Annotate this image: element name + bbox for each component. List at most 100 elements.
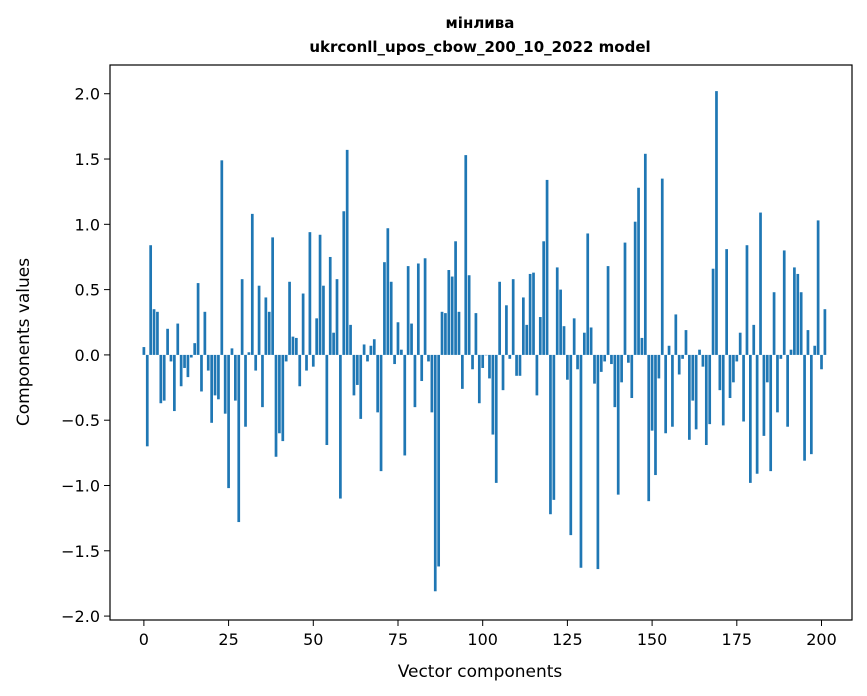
y-tick-label: −1.0	[61, 476, 100, 495]
bar-114	[528, 273, 532, 355]
bar-33	[254, 354, 258, 371]
bar-87	[437, 354, 441, 567]
bar-22	[217, 354, 220, 400]
bar-3	[152, 309, 156, 355]
bar-103	[491, 354, 495, 435]
bar-71	[383, 262, 386, 355]
bar-126	[569, 354, 573, 536]
bar-97	[471, 354, 474, 370]
bar-84	[427, 354, 430, 362]
bar-60	[345, 149, 349, 355]
bar-156	[671, 354, 674, 427]
bar-61	[349, 324, 352, 355]
bar-108	[508, 354, 512, 359]
bar-173	[728, 354, 732, 398]
bar-162	[691, 354, 695, 401]
bar-17	[200, 354, 203, 392]
bar-176	[738, 332, 742, 355]
bar-100	[481, 354, 485, 368]
bar-18	[203, 311, 207, 355]
bar-184	[765, 354, 769, 383]
bar-90	[447, 270, 451, 355]
bar-96	[467, 275, 471, 355]
bar-187	[776, 354, 779, 413]
bar-133	[593, 354, 596, 384]
bar-171	[721, 354, 725, 426]
bar-172	[725, 249, 728, 355]
x-tick-label: 175	[722, 630, 753, 649]
bar-136	[603, 354, 607, 362]
bar-65	[362, 344, 366, 355]
bar-157	[674, 314, 678, 355]
bar-118	[542, 241, 546, 355]
bar-0	[142, 347, 146, 355]
bar-169	[715, 91, 718, 355]
bar-70	[379, 354, 383, 472]
bar-170	[718, 354, 722, 391]
bar-16	[196, 283, 200, 355]
bar-99	[477, 354, 481, 404]
bar-116	[535, 354, 539, 396]
bar-23	[220, 160, 224, 355]
bar-80	[413, 354, 417, 408]
bar-75	[396, 322, 400, 355]
bar-139	[613, 354, 617, 408]
bar-194	[799, 292, 803, 355]
bar-104	[494, 354, 498, 483]
x-tick-label: 0	[139, 630, 149, 649]
bar-85	[430, 354, 434, 413]
bar-143	[627, 354, 630, 363]
bar-91	[450, 276, 454, 355]
x-tick-label: 75	[388, 630, 408, 649]
bar-2	[149, 245, 153, 355]
bar-36	[264, 297, 268, 355]
bar-163	[694, 354, 698, 430]
bar-13	[186, 354, 190, 378]
bar-26	[230, 348, 234, 355]
bar-5	[159, 354, 163, 404]
bar-131	[586, 233, 590, 355]
bar-106	[501, 354, 505, 391]
bar-198	[813, 345, 817, 355]
bar-159	[681, 354, 684, 359]
bar-50	[311, 354, 315, 367]
bar-174	[732, 354, 735, 383]
bar-89	[444, 313, 447, 355]
bar-74	[393, 354, 396, 365]
bar-179	[749, 354, 752, 483]
bar-144	[630, 354, 634, 398]
bar-67	[369, 345, 373, 355]
bar-146	[637, 187, 640, 355]
bar-189	[782, 250, 786, 355]
bar-182	[759, 212, 762, 355]
bar-72	[386, 228, 390, 355]
bar-46	[298, 354, 302, 387]
bar-148	[643, 153, 647, 355]
bar-160	[684, 330, 688, 355]
bar-134	[596, 354, 600, 570]
bar-178	[745, 245, 749, 355]
bar-124	[562, 326, 566, 355]
bar-195	[803, 354, 806, 461]
y-tick-label: 1.5	[75, 150, 100, 169]
x-axis-label: Vector components	[398, 662, 563, 682]
bar-112	[521, 297, 525, 355]
bar-196	[806, 330, 810, 355]
bar-7	[166, 328, 169, 355]
bar-130	[582, 332, 586, 355]
bar-19	[206, 354, 210, 371]
x-tick-label: 200	[806, 630, 837, 649]
y-tick-label: −1.5	[61, 542, 100, 561]
bar-168	[711, 268, 715, 355]
bar-158	[677, 354, 681, 375]
bar-128	[576, 354, 579, 370]
bar-21	[213, 354, 217, 396]
bar-41	[281, 354, 285, 442]
bar-113	[525, 324, 529, 355]
bar-15	[193, 343, 197, 355]
bar-121	[552, 354, 556, 500]
bar-38	[271, 237, 274, 355]
y-tick-label: 2.0	[75, 85, 100, 104]
bar-51	[315, 318, 319, 355]
